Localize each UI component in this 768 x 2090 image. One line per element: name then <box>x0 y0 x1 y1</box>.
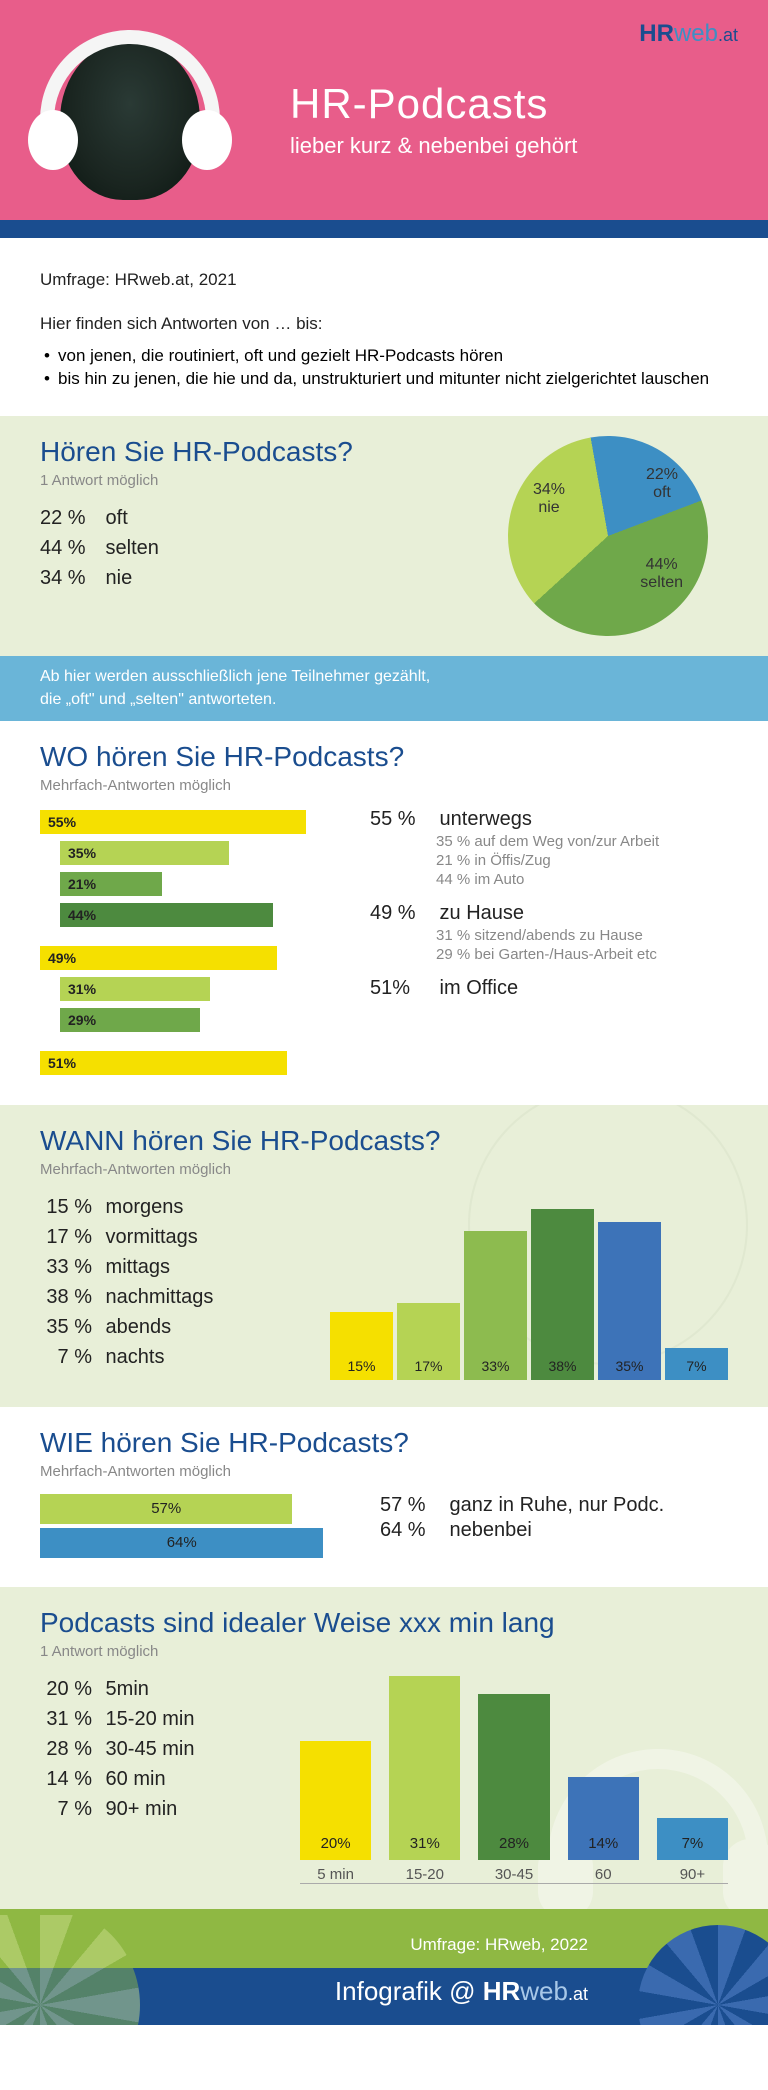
q3-bar-chart: 15%17%33%38%35%7% <box>330 1192 728 1382</box>
q2-main-label: 55 % unterwegs <box>370 808 728 831</box>
q5-bar: 20% <box>300 1741 371 1860</box>
q2-bar: 44% <box>60 903 273 927</box>
q2-sub-label: 21 % in Öffis/Zug <box>370 852 728 869</box>
q2-sub-label: 35 % auf dem Weg von/zur Arbeit <box>370 833 728 850</box>
section-q1: Hören Sie HR-Podcasts? 1 Antwort möglich… <box>0 416 768 656</box>
q4-label: 57 % ganz in Ruhe, nur Podc. <box>380 1494 728 1517</box>
logo-top: HRweb.at <box>639 20 738 48</box>
q5-axis-label: 90+ <box>680 1866 705 1883</box>
intro-section: Umfrage: HRweb.at, 2021 Hier finden sich… <box>0 238 768 416</box>
filter-note: Ab hier werden ausschließlich jene Teiln… <box>0 656 768 721</box>
q3-bar: 33% <box>464 1231 527 1380</box>
q2-bar: 21% <box>60 872 162 896</box>
footer: Umfrage: HRweb, 2022 Infografik @ HRweb.… <box>0 1915 768 2025</box>
q3-item: 38 % nachmittags <box>40 1282 300 1312</box>
q5-bar: 7% <box>657 1818 728 1860</box>
q2-bar: 49% <box>40 946 277 970</box>
header-title-block: HR-Podcasts lieber kurz & nebenbei gehör… <box>290 80 577 159</box>
q3-sub: Mehrfach-Antworten möglich <box>40 1161 728 1178</box>
intro-lead: Hier finden sich Antworten von … bis: <box>40 312 728 336</box>
section-q3: WANN hören Sie HR-Podcasts? Mehrfach-Ant… <box>0 1105 768 1407</box>
q4-bar: 57% <box>40 1494 292 1524</box>
q4-label: 64 % nebenbei <box>380 1519 728 1542</box>
q3-item: 7 % nachts <box>40 1342 300 1372</box>
q5-item: 28 % 30-45 min <box>40 1734 270 1764</box>
q5-axis-label: 30-45 <box>495 1866 533 1883</box>
q5-item: 31 % 15-20 min <box>40 1704 270 1734</box>
header-illustration <box>0 0 280 220</box>
divider-bar <box>0 220 768 238</box>
section-q5: Podcasts sind idealer Weise xxx min lang… <box>0 1587 768 1909</box>
q2-main-label: 49 % zu Hause <box>370 902 728 925</box>
q2-bar: 35% <box>60 841 229 865</box>
q2-sub-label: 29 % bei Garten-/Haus-Arbeit etc <box>370 946 728 963</box>
q3-bar: 38% <box>531 1209 594 1380</box>
q5-axis-label: 15-20 <box>406 1866 444 1883</box>
intro-bullet: bis hin zu jenen, die hie und da, unstru… <box>40 367 728 391</box>
section-q4: WIE hören Sie HR-Podcasts? Mehrfach-Antw… <box>0 1407 768 1587</box>
q3-list: 15 % morgens17 % vormittags33 % mittags3… <box>40 1192 300 1382</box>
q5-list: 20 % 5min31 % 15-20 min28 % 30-45 min14 … <box>40 1674 270 1884</box>
q5-bar: 28% <box>478 1694 549 1860</box>
q3-item: 33 % mittags <box>40 1252 300 1282</box>
q3-bar: 7% <box>665 1348 728 1380</box>
q5-sub: 1 Antwort möglich <box>40 1643 728 1660</box>
q5-bar: 31% <box>389 1676 460 1860</box>
survey-source: Umfrage: HRweb.at, 2021 <box>40 268 728 292</box>
q5-item: 14 % 60 min <box>40 1764 270 1794</box>
q5-item: 20 % 5min <box>40 1674 270 1704</box>
q5-bar-chart: 20% 5 min 31% 15-20 28% 30-45 14% 60 7% 90+ <box>300 1674 728 1884</box>
q5-axis-label: 60 <box>595 1866 612 1883</box>
q2-main-label: 51% im Office <box>370 977 728 1000</box>
q3-item: 17 % vormittags <box>40 1222 300 1252</box>
q5-axis-label: 5 min <box>317 1866 354 1883</box>
q5-item: 7 % 90+ min <box>40 1794 270 1824</box>
q4-sub: Mehrfach-Antworten möglich <box>40 1463 728 1480</box>
footer-logo: Infografik @ HRweb.at <box>335 1976 588 2007</box>
q4-title: WIE hören Sie HR-Podcasts? <box>40 1427 728 1459</box>
page-subtitle: lieber kurz & nebenbei gehört <box>290 133 577 159</box>
q2-legend: 55 % unterwegs 35 % auf dem Weg von/zur A… <box>370 808 728 1080</box>
footer-slice-icon <box>638 1925 768 2025</box>
q2-bar: 29% <box>60 1008 200 1032</box>
q3-bar: 35% <box>598 1222 661 1380</box>
q5-title: Podcasts sind idealer Weise xxx min lang <box>40 1607 728 1639</box>
q3-title: WANN hören Sie HR-Podcasts? <box>40 1125 728 1157</box>
q2-bar-chart: 55% 35% 21% 44% 49% 31% 29% 51% <box>40 808 350 1080</box>
q2-title: WO hören Sie HR-Podcasts? <box>40 741 728 773</box>
q2-bar: 51% <box>40 1051 287 1075</box>
q2-sub-label: 31 % sitzend/abends zu Hause <box>370 927 728 944</box>
footer-source: Umfrage: HRweb, 2022 <box>410 1935 588 1955</box>
q2-bar: 55% <box>40 810 306 834</box>
q3-bar: 17% <box>397 1303 460 1380</box>
q4-legend: 57 % ganz in Ruhe, nur Podc.64 % nebenbe… <box>380 1494 728 1562</box>
q2-sub-label: 44 % im Auto <box>370 871 728 888</box>
q4-bar: 64% <box>40 1528 323 1558</box>
q4-bar-chart: 57%64% <box>40 1494 360 1562</box>
q1-pie-chart: 22%oft 44%selten 34%nie <box>508 436 708 636</box>
q5-bar: 14% <box>568 1777 639 1860</box>
intro-bullet: von jenen, die routiniert, oft und gezie… <box>40 344 728 368</box>
q3-item: 15 % morgens <box>40 1192 300 1222</box>
q2-bar: 31% <box>60 977 210 1001</box>
q2-sub: Mehrfach-Antworten möglich <box>40 777 728 794</box>
footer-slice-icon <box>0 1915 140 2025</box>
header-banner: HRweb.at HR-Podcasts lieber kurz & neben… <box>0 0 768 220</box>
page-title: HR-Podcasts <box>290 80 577 128</box>
q3-bar: 15% <box>330 1312 393 1380</box>
section-q2: WO hören Sie HR-Podcasts? Mehrfach-Antwo… <box>0 721 768 1105</box>
q3-item: 35 % abends <box>40 1312 300 1342</box>
